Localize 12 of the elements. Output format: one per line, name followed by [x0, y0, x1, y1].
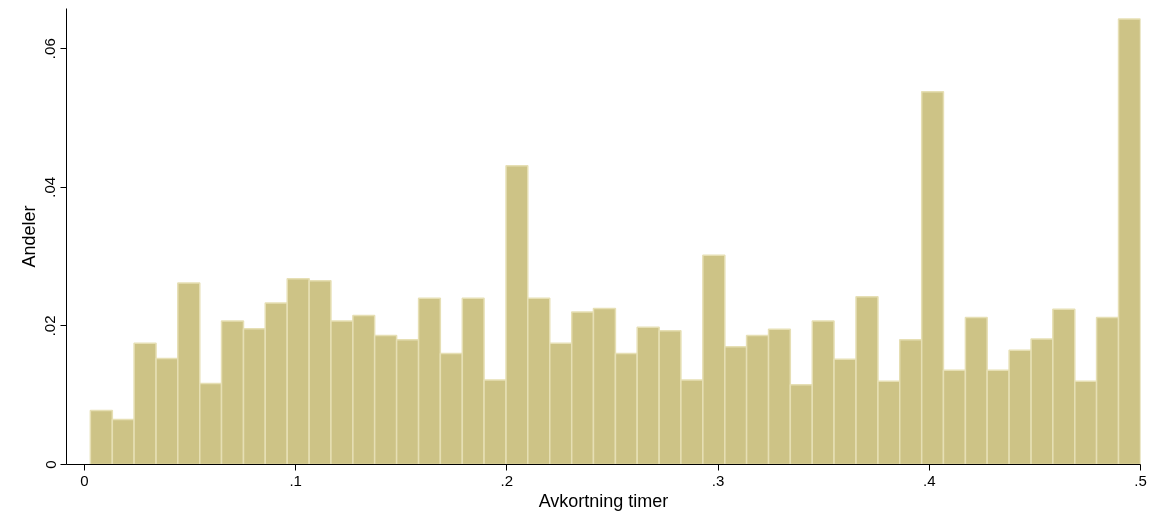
- x-tick-label: .2: [500, 471, 514, 489]
- x-tick-label: .5: [1134, 471, 1147, 489]
- y-tick-label: .02: [41, 315, 59, 337]
- x-tick-label: 0: [80, 471, 89, 489]
- y-tick-label: .04: [41, 176, 59, 198]
- x-tick-label: .1: [289, 471, 302, 489]
- x-tick-label: .4: [923, 471, 936, 489]
- x-tick-label: .3: [711, 471, 725, 489]
- x-axis-title: Avkortning timer: [538, 490, 669, 511]
- y-tick-label: 0: [41, 460, 59, 469]
- y-tick-label: .06: [41, 38, 59, 60]
- y-axis-title: Andeler: [18, 205, 39, 268]
